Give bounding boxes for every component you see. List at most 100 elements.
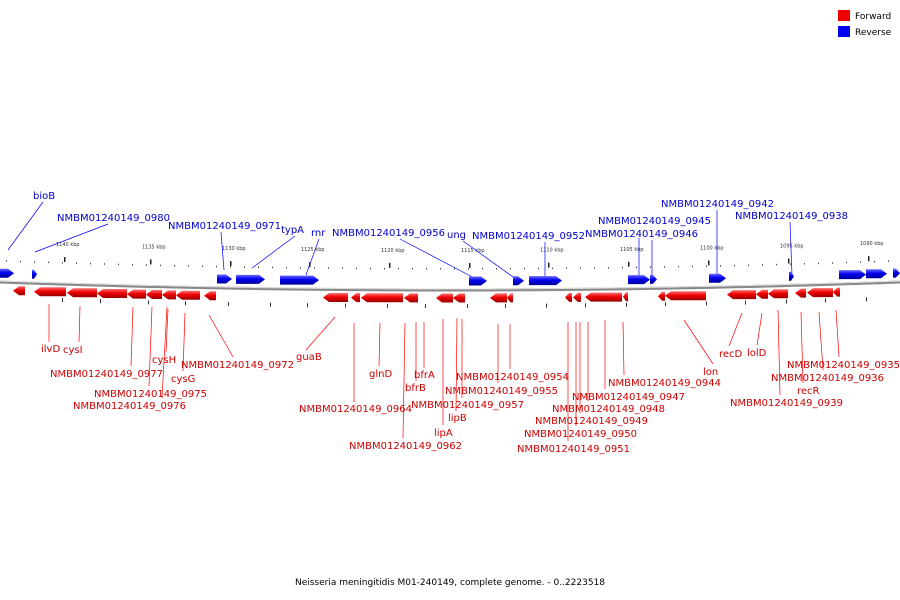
forward-gene-arrow (13, 286, 25, 296)
forward-gene-label: recD (719, 349, 743, 360)
minor-tick (244, 266, 245, 268)
forward-gene-label: NMBM01240149_0949 (535, 416, 648, 427)
reverse-gene-arrow (513, 276, 524, 286)
forward-gene-arrow (34, 287, 66, 297)
minor-tick (132, 264, 133, 266)
legend-reverse-label: Reverse (855, 28, 892, 38)
lower-tick (467, 303, 468, 308)
forward-leader-line (800, 311, 804, 384)
reverse-gene-label: NMBM01240149_0938 (735, 211, 848, 222)
reverse-leader-line (305, 238, 320, 276)
forward-gene-arrow (665, 291, 706, 301)
forward-gene-arrow (507, 293, 513, 303)
reverse-gene-arrow (839, 270, 866, 280)
forward-gene-label: NMBM01240149_0954 (456, 372, 569, 383)
forward-leader-line (161, 306, 168, 399)
minor-tick (146, 264, 147, 266)
major-tick (708, 260, 710, 266)
forward-gene-label: NMBM01240149_0975 (94, 389, 207, 400)
forward-gene-label: NMBM01240149_0962 (349, 441, 462, 452)
reverse-leader-line (462, 240, 521, 283)
forward-gene-label: NMBM01240149_0944 (608, 378, 721, 389)
forward-gene-arrow (323, 293, 348, 302)
forward-leader-line (182, 312, 186, 372)
minor-tick (538, 267, 539, 270)
forward-gene-arrow (658, 291, 665, 301)
reverse-gene-arrow (789, 271, 794, 281)
minor-tick (734, 264, 735, 267)
forward-gene-arrow (204, 291, 216, 301)
forward-leader-line (305, 316, 336, 351)
lower-tick (100, 299, 101, 304)
minor-tick (314, 267, 315, 269)
forward-gene-label: NMBM01240149_0972 (181, 360, 294, 371)
forward-gene-arrow (565, 292, 572, 302)
reverse-gene-arrow (0, 268, 14, 278)
reverse-gene-arrow (280, 275, 319, 285)
forward-gene-label: NMBM01240149_0939 (730, 398, 843, 409)
reverse-leader-line (34, 223, 109, 253)
minor-tick (272, 266, 273, 269)
forward-gene-label: NMBM01240149_0957 (411, 400, 524, 411)
forward-gene-arrow (351, 293, 360, 303)
forward-gene-label: NMBM01240149_0964 (299, 404, 412, 415)
legend-forward-label: Forward (855, 12, 891, 22)
minor-tick (300, 267, 301, 269)
minor-tick (860, 261, 861, 263)
forward-gene-label: recR (797, 386, 820, 397)
reverse-gene-arrow (32, 269, 37, 279)
forward-gene-label: NMBM01240149_0936 (771, 373, 884, 384)
minor-tick (706, 265, 707, 267)
lower-tick (505, 303, 506, 308)
lower-tick (745, 300, 746, 305)
forward-leader-line (78, 305, 81, 343)
minor-tick (580, 267, 581, 269)
minor-tick (426, 267, 427, 270)
minor-tick (664, 266, 665, 268)
minor-tick (398, 267, 399, 270)
scale-label: 1140 kbp (56, 242, 80, 248)
lower-tick (307, 303, 308, 308)
minor-tick (454, 267, 455, 270)
scale-label: 1115 kbp (461, 248, 485, 254)
reverse-gene-arrow (628, 275, 650, 285)
scale-label: 1100 kbp (700, 245, 724, 251)
forward-gene-label: NMBM01240149_0976 (73, 401, 186, 412)
forward-gene-label: glnD (369, 369, 392, 380)
minor-tick (48, 261, 49, 264)
lower-tick (62, 298, 63, 303)
scale-ticks: 1140 kbp 1135 kbp 1130 kbp 1125 kbp 1120 kbp… (6, 241, 889, 308)
reverse-gene-label: typA (281, 225, 304, 236)
minor-tick (608, 267, 609, 269)
minor-tick (832, 262, 833, 264)
forward-leader-line (835, 309, 840, 358)
minor-tick (622, 266, 623, 269)
legend-reverse-swatch (838, 26, 850, 37)
forward-gene-arrow (146, 290, 162, 299)
lower-tick (825, 298, 826, 303)
forward-gene-arrow (404, 293, 418, 303)
lower-tick (866, 297, 867, 302)
reverse-gene-arrow (650, 274, 657, 284)
minor-tick (552, 267, 553, 270)
major-tick (628, 261, 630, 267)
forward-gene-label: bfrB (405, 383, 426, 394)
minor-tick (748, 264, 749, 266)
genome-caption: Neisseria meningitidis M01-240149, compl… (294, 578, 606, 588)
forward-gene-label: NMBM01240149_0955 (445, 386, 558, 397)
lower-tick (626, 302, 627, 307)
minor-tick (846, 261, 847, 264)
reverse-gene-arrow (866, 269, 887, 279)
reverse-gene-label: NMBM01240149_0946 (585, 229, 698, 240)
forward-leader-line (455, 317, 458, 412)
minor-tick (874, 260, 875, 263)
minor-tick (230, 266, 231, 268)
reverse-gene-arrow (709, 273, 726, 283)
forward-gene-label: NMBM01240149_0950 (524, 429, 637, 440)
forward-gene-label: NMBM01240149_0948 (552, 404, 665, 415)
minor-tick (496, 267, 497, 270)
major-tick (788, 258, 790, 264)
minor-tick (818, 262, 819, 265)
minor-tick (804, 263, 805, 265)
